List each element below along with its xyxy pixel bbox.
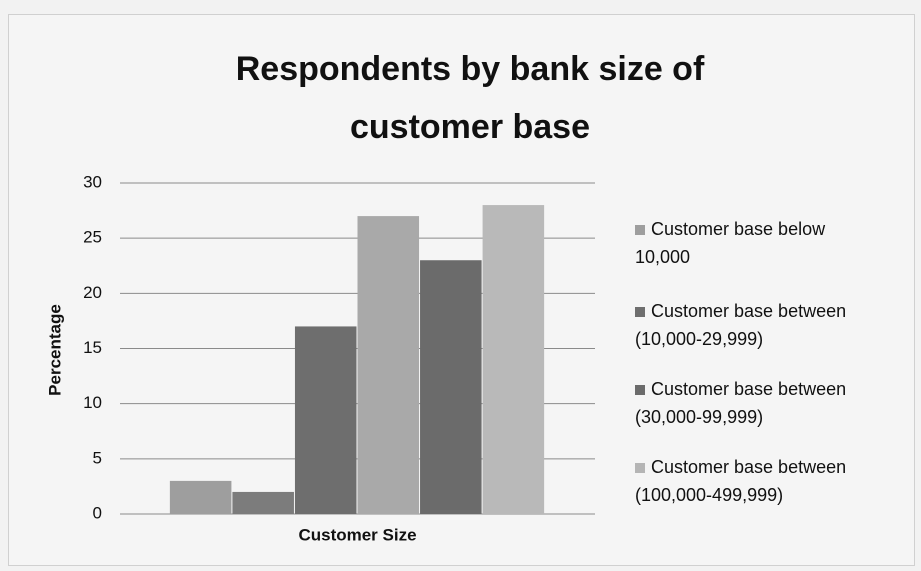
legend-swatch <box>635 307 645 317</box>
bar <box>357 216 420 514</box>
legend-label: Customer base below 10,000 <box>635 219 826 267</box>
y-axis-label: Percentage <box>45 304 64 396</box>
legend-item: Customer base below 10,000 <box>635 215 870 271</box>
bar <box>482 205 545 515</box>
y-tick-label: 25 <box>83 228 102 247</box>
legend-swatch <box>635 463 645 473</box>
y-tick-label: 0 <box>93 503 102 522</box>
legend-item: Customer base between (10,000-29,999) <box>635 297 870 353</box>
bar <box>294 326 357 514</box>
chart-title: Respondents by bank size of customer bas… <box>235 50 705 146</box>
legend-item: Customer base between (100,000-499,999) <box>635 453 870 509</box>
legend-label: Customer base between (30,000-99,999) <box>635 379 847 427</box>
legend-swatch <box>635 225 645 235</box>
y-tick-label: 20 <box>83 283 102 302</box>
legend-label: Customer base between (10,000-29,999) <box>635 301 847 349</box>
legend-swatch <box>635 385 645 395</box>
y-tick-label: 15 <box>83 338 102 357</box>
y-tick-label: 5 <box>93 448 102 467</box>
bar <box>232 491 294 514</box>
bar <box>169 480 232 514</box>
x-axis-label: Customer Size <box>298 525 416 544</box>
y-tick-label: 30 <box>83 172 102 191</box>
y-tick-label: 10 <box>83 393 102 412</box>
legend-item: Customer base between (30,000-99,999) <box>635 375 870 431</box>
legend-label: Customer base between (100,000-499,999) <box>635 457 847 505</box>
bar <box>420 260 482 514</box>
